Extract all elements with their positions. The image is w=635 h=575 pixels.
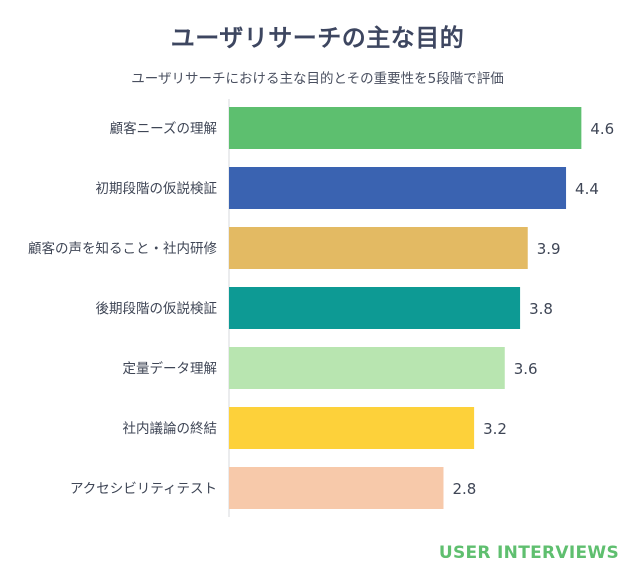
- bar: [229, 467, 444, 509]
- value-label: 3.6: [514, 360, 538, 378]
- value-label: 4.4: [575, 180, 599, 198]
- bar: [229, 167, 567, 209]
- category-label: 後期段階の仮説検証: [96, 301, 218, 317]
- bar: [229, 287, 521, 329]
- category-label: 初期段階の仮説検証: [96, 180, 218, 197]
- category-label: 社内議論の終結: [123, 420, 218, 437]
- bar: [229, 347, 505, 389]
- value-label: 3.8: [529, 300, 553, 318]
- bar: [229, 107, 582, 149]
- category-label: 定量データ理解: [123, 360, 218, 377]
- value-label: 4.6: [590, 120, 614, 138]
- brand-logo: USER INTERVIEWS: [438, 543, 619, 563]
- value-label: 3.9: [537, 240, 561, 258]
- bar: [229, 407, 475, 449]
- chart-title: ユーザリサーチの主な目的: [170, 24, 465, 52]
- chart-subtitle: ユーザリサーチにおける主な目的とその重要性を5段階で評価: [131, 71, 504, 87]
- bar: [229, 227, 528, 269]
- value-label: 3.2: [483, 420, 507, 438]
- category-label: 顧客ニーズの理解: [110, 120, 217, 137]
- category-label: アクセシビリティテスト: [70, 481, 217, 497]
- category-label: 顧客の声を知ること・社内研修: [28, 240, 217, 257]
- value-label: 2.8: [452, 480, 476, 498]
